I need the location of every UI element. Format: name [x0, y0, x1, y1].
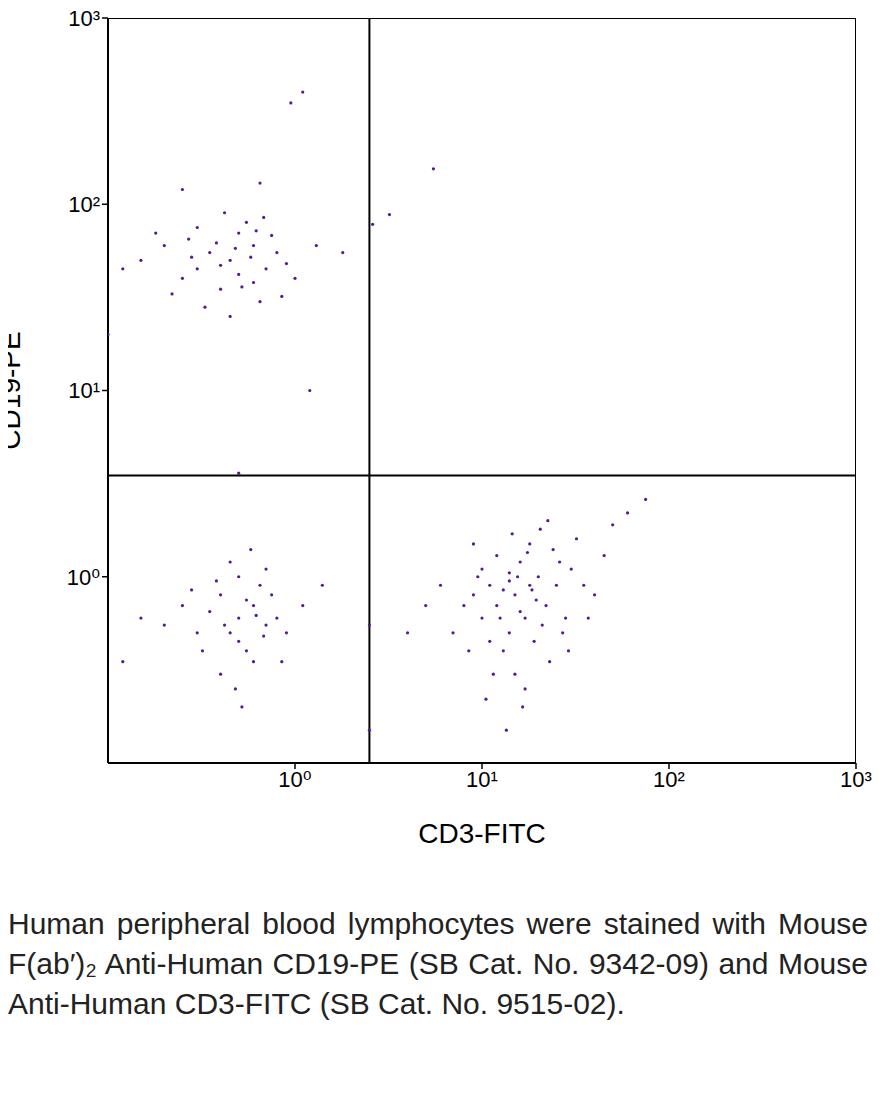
- html-text:Human peripheral blood lymphoc: Human peripheral blood lymphocytes were …: [8, 907, 868, 1020]
- svg-text:10¹: 10¹: [466, 767, 498, 792]
- svg-text:10²: 10²: [68, 192, 100, 217]
- svg-text:10⁰: 10⁰: [67, 565, 100, 590]
- svg-text:10³: 10³: [840, 767, 872, 792]
- svg-text:10²: 10²: [653, 767, 685, 792]
- svg-text:CD3-FITC: CD3-FITC: [418, 818, 546, 849]
- svg-text:10⁰: 10⁰: [278, 767, 311, 792]
- svg-text:10³: 10³: [68, 8, 100, 31]
- svg-text:CD19-PE: CD19-PE: [8, 331, 26, 449]
- svg-text:10¹: 10¹: [68, 378, 100, 403]
